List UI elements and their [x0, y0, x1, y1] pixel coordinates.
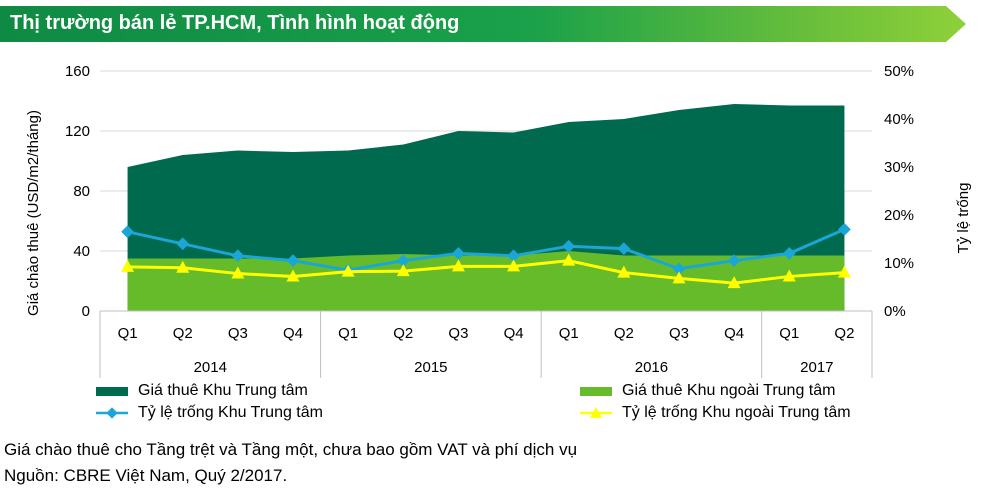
y-tick-label: 0 [82, 303, 90, 320]
y2-tick-label: 0% [884, 303, 906, 320]
y-tick-label: 40 [73, 243, 90, 260]
title-banner: Thị trường bán lẻ TP.HCM, Tình hình hoạt… [0, 6, 966, 42]
x-tick-label: Q4 [724, 325, 744, 342]
data-point [231, 249, 245, 263]
data-point [452, 247, 465, 260]
data-point [176, 260, 190, 273]
data-point [727, 276, 741, 289]
y2-tick-label: 20% [884, 207, 914, 224]
y-tick-label: 80 [73, 183, 90, 200]
source-note: Nguồn: CBRE Việt Nam, Quý 2/2017. [4, 466, 288, 485]
legend-label-central-rent: Giá thuê Khu Trung tâm [138, 382, 308, 399]
x-tick-label: Q3 [228, 325, 248, 342]
legend-label-noncentral-vacancy: Tỷ lệ trống Khu ngoài Trung tâm [622, 404, 851, 421]
data-point [396, 264, 410, 277]
x-tick-label: Q1 [338, 325, 358, 342]
line-series-1 [127, 259, 845, 285]
y-axis-title: Giá chào thuê (USD/m2/tháng) [25, 110, 42, 316]
footnote: Giá chào thuê cho Tầng trệt và Tầng một,… [4, 440, 578, 459]
line-series-0 [127, 228, 846, 272]
x-tick-label: Q3 [669, 325, 689, 342]
x-tick-label: Q1 [779, 325, 799, 342]
x-tick-label: Q2 [173, 325, 193, 342]
legend-item-central-vacancy: Tỷ lệ trống Khu Trung tâm [96, 404, 323, 422]
legend-item-noncentral-vacancy: Tỷ lệ trống Khu ngoài Trung tâm [580, 404, 851, 422]
legend-label-central-vacancy: Tỷ lệ trống Khu Trung tâm [138, 404, 323, 421]
legend-label-noncentral-rent: Giá thuê Khu ngoài Trung tâm [622, 382, 836, 399]
data-point [837, 265, 851, 278]
legend-item-central-rent: Giá thuê Khu Trung tâm [96, 382, 308, 400]
data-point [562, 253, 576, 266]
data-point [617, 265, 631, 278]
legend-item-noncentral-rent: Giá thuê Khu ngoài Trung tâm [580, 382, 835, 400]
x-tick-label: Q4 [283, 325, 303, 342]
year-label: 2014 [194, 359, 227, 376]
legend-swatch-noncentral-rent [580, 386, 612, 396]
x-tick-label: Q1 [118, 325, 138, 342]
page-title: Thị trường bán lẻ TP.HCM, Tình hình hoạt… [10, 12, 460, 34]
axes: 0 40 80 120 160 0% 10% 20% 30% 40% 50% Q1 Q2 Q3 Q4 Q1 Q2… [65, 63, 914, 378]
x-tick-label: Q3 [448, 325, 468, 342]
x-tick-label: Q1 [559, 325, 579, 342]
y-tick-label: 120 [65, 123, 90, 140]
y2-tick-label: 50% [884, 63, 914, 80]
data-point [286, 269, 300, 282]
data-point [121, 225, 134, 239]
y2-tick-label: 40% [884, 111, 914, 128]
data-point [451, 259, 465, 272]
area-series [127, 104, 845, 311]
y2-tick-label: 10% [884, 255, 914, 272]
data-point [176, 237, 190, 251]
x-tick-label: Q2 [393, 325, 413, 342]
data-point [286, 254, 300, 267]
year-label: 2016 [635, 359, 668, 376]
legend-swatch-central-rent [96, 386, 128, 396]
x-tick-label: Q2 [614, 325, 634, 342]
data-point [396, 254, 410, 267]
year-label: 2017 [800, 359, 833, 376]
x-tick-label: Q4 [504, 325, 524, 342]
x-tick-label: Q2 [834, 325, 854, 342]
legend-marker-central-vacancy [96, 406, 128, 420]
data-point [507, 249, 520, 263]
data-point [231, 266, 245, 279]
data-point [507, 259, 521, 272]
data-point [782, 269, 796, 282]
y-tick-label: 160 [65, 63, 90, 80]
legend: Giá thuê Khu Trung tâm Giá thuê Khu ngoà… [96, 382, 956, 426]
legend-marker-noncentral-vacancy [580, 406, 612, 420]
y2-tick-label: 30% [884, 159, 914, 176]
year-label: 2015 [414, 359, 447, 376]
retail-chart: 0 40 80 120 160 0% 10% 20% 30% 40% 50% Q1 Q2 Q3 Q4 Q1 Q2… [25, 63, 972, 378]
data-point [672, 271, 686, 284]
data-point [341, 264, 355, 277]
data-point [121, 259, 135, 272]
y2-axis-title: Tỷ lệ trống [955, 183, 972, 254]
area-series-1 [127, 251, 845, 311]
